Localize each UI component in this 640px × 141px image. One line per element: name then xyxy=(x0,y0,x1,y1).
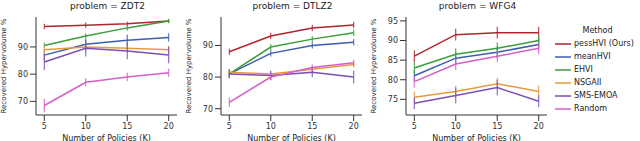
html-text:problem = DTLZ2: problem = DTLZ2 xyxy=(252,1,333,11)
html-text:SMS-EMOA: SMS-EMOA xyxy=(574,91,618,100)
svg-text:70: 70 xyxy=(18,97,28,106)
html-text:EHVI: EHVI xyxy=(574,65,593,74)
svg-text:70: 70 xyxy=(203,105,213,114)
svg-text:Number of Policies (K): Number of Policies (K) xyxy=(432,134,521,141)
svg-text:10: 10 xyxy=(451,122,461,131)
svg-text:15: 15 xyxy=(122,122,132,131)
html-text:NSGAII: NSGAII xyxy=(574,78,602,87)
html-text:meanHVI: meanHVI xyxy=(574,52,611,61)
svg-text:80: 80 xyxy=(388,76,398,85)
svg-text:20: 20 xyxy=(164,122,174,131)
svg-text:90: 90 xyxy=(388,36,398,45)
html-text:Random: Random xyxy=(574,104,608,113)
svg-text:Recovered Hypervolume %: Recovered Hypervolume % xyxy=(185,18,193,113)
svg-text:75: 75 xyxy=(388,95,398,104)
svg-text:5: 5 xyxy=(42,122,47,131)
svg-text:90: 90 xyxy=(203,41,213,50)
svg-text:20: 20 xyxy=(534,122,544,131)
html-text:Method: Method xyxy=(582,26,613,35)
svg-text:Recovered Hypervolume %: Recovered Hypervolume % xyxy=(370,18,378,113)
svg-text:80: 80 xyxy=(203,73,213,82)
svg-text:80: 80 xyxy=(18,70,28,79)
html-text:problem = ZDT2: problem = ZDT2 xyxy=(70,1,145,11)
svg-text:Number of Policies (K): Number of Policies (K) xyxy=(62,134,151,141)
svg-text:10: 10 xyxy=(266,122,276,131)
svg-text:5: 5 xyxy=(227,122,232,131)
svg-text:95: 95 xyxy=(388,17,398,26)
svg-text:20: 20 xyxy=(349,122,359,131)
html-text:pessHVI (Ours): pessHVI (Ours) xyxy=(574,39,634,48)
svg-text:85: 85 xyxy=(388,56,398,65)
svg-text:15: 15 xyxy=(492,122,502,131)
html-text:problem = WFG4: problem = WFG4 xyxy=(438,1,517,11)
svg-text:5: 5 xyxy=(412,122,417,131)
svg-text:Number of Policies (K): Number of Policies (K) xyxy=(247,134,336,141)
svg-text:Recovered Hypervolume %: Recovered Hypervolume % xyxy=(8,18,9,113)
svg-text:90: 90 xyxy=(18,43,28,52)
svg-text:15: 15 xyxy=(307,122,317,131)
svg-text:10: 10 xyxy=(81,122,91,131)
